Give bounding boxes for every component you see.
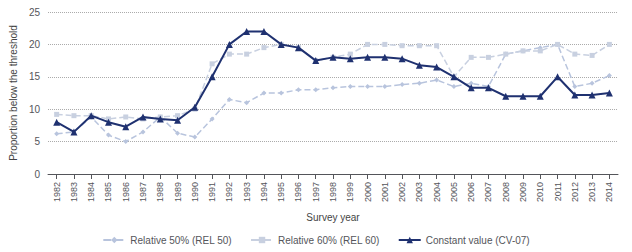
svg-text:2002: 2002 (397, 182, 407, 202)
svg-text:2011: 2011 (553, 182, 563, 201)
svg-text:2000: 2000 (363, 182, 373, 202)
svg-text:Survey year: Survey year (306, 212, 360, 223)
svg-text:2001: 2001 (380, 182, 390, 202)
svg-text:1998: 1998 (328, 182, 338, 202)
svg-text:15: 15 (29, 71, 41, 82)
svg-text:1989: 1989 (173, 182, 183, 202)
svg-text:2007: 2007 (483, 182, 493, 202)
svg-text:1986: 1986 (121, 182, 131, 202)
svg-text:1988: 1988 (155, 182, 165, 202)
svg-text:Relative 60% (REL 60): Relative 60% (REL 60) (278, 235, 379, 246)
svg-text:1999: 1999 (345, 182, 355, 202)
svg-text:1997: 1997 (311, 182, 321, 202)
svg-text:Constant value (CV-07): Constant value (CV-07) (426, 235, 530, 246)
svg-text:10: 10 (29, 104, 41, 115)
svg-text:1985: 1985 (103, 182, 113, 202)
svg-text:1995: 1995 (276, 182, 286, 202)
svg-text:1987: 1987 (138, 182, 148, 202)
svg-text:2010: 2010 (535, 182, 545, 202)
svg-text:0: 0 (34, 169, 40, 180)
svg-text:1983: 1983 (69, 182, 79, 202)
svg-text:1994: 1994 (259, 182, 269, 202)
svg-text:1993: 1993 (242, 182, 252, 202)
svg-text:1996: 1996 (293, 182, 303, 202)
svg-text:2006: 2006 (466, 182, 476, 202)
svg-text:25: 25 (29, 7, 41, 18)
svg-text:2013: 2013 (587, 182, 597, 202)
svg-text:2014: 2014 (604, 182, 614, 202)
svg-text:Relative 50% (REL 50): Relative 50% (REL 50) (130, 235, 231, 246)
svg-text:2008: 2008 (501, 182, 511, 202)
svg-text:1992: 1992 (224, 182, 234, 202)
svg-text:1991: 1991 (207, 182, 217, 202)
svg-text:1984: 1984 (86, 182, 96, 202)
svg-text:1990: 1990 (190, 182, 200, 202)
svg-text:2009: 2009 (518, 182, 528, 202)
svg-text:20: 20 (29, 39, 41, 50)
svg-text:2003: 2003 (414, 182, 424, 202)
svg-text:2005: 2005 (449, 182, 459, 202)
svg-text:Proportion below the threshold: Proportion below the threshold (8, 25, 19, 161)
svg-text:1982: 1982 (52, 182, 62, 202)
svg-text:2004: 2004 (432, 182, 442, 202)
svg-text:2012: 2012 (570, 182, 580, 202)
svg-text:5: 5 (34, 136, 40, 147)
